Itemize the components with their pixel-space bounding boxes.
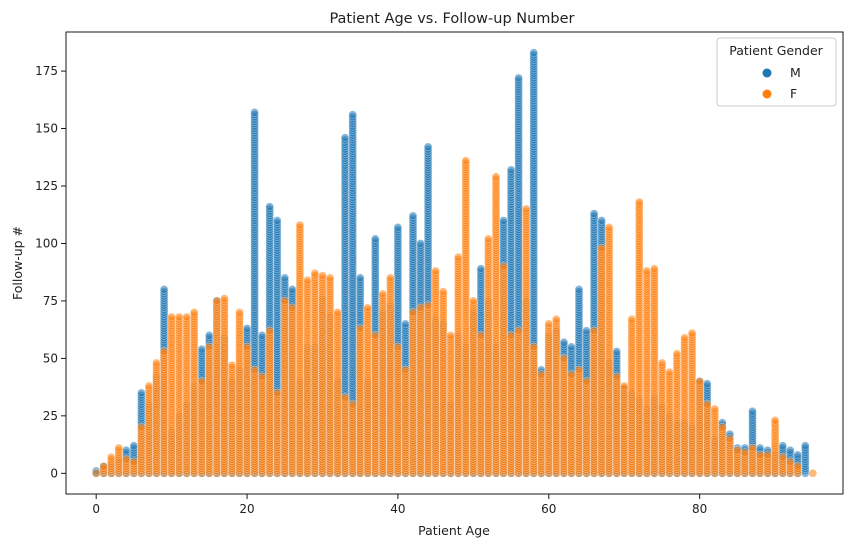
data-point <box>529 48 538 57</box>
chart-title: Patient Age vs. Follow-up Number <box>329 11 574 27</box>
data-point <box>589 209 599 218</box>
data-point <box>137 388 146 398</box>
data-point <box>257 331 267 340</box>
data-point <box>401 319 410 329</box>
data-point <box>371 234 380 244</box>
data-point <box>272 216 282 225</box>
data-point <box>122 446 131 455</box>
data-point <box>567 342 576 352</box>
data-point <box>476 264 486 273</box>
plot-area <box>91 48 818 478</box>
data-point <box>288 285 297 294</box>
data-point <box>582 326 591 336</box>
data-point <box>205 331 214 340</box>
data-point <box>408 211 418 221</box>
data-point <box>340 133 350 142</box>
data-point <box>242 324 252 333</box>
data-point <box>574 285 584 294</box>
data-point <box>197 344 207 354</box>
data-point <box>499 216 508 225</box>
data-point <box>280 273 290 283</box>
data-point <box>250 108 259 117</box>
data-point <box>612 347 621 356</box>
data-point <box>159 285 169 294</box>
data-point <box>348 110 357 119</box>
data-point <box>393 223 403 232</box>
data-point <box>355 273 365 283</box>
data-point <box>416 239 425 248</box>
data-point <box>265 202 274 211</box>
data-point <box>514 73 523 83</box>
data-point <box>559 338 569 347</box>
data-point <box>129 441 139 450</box>
data-point <box>506 165 516 175</box>
data-point <box>597 216 606 225</box>
data-point <box>423 142 433 152</box>
